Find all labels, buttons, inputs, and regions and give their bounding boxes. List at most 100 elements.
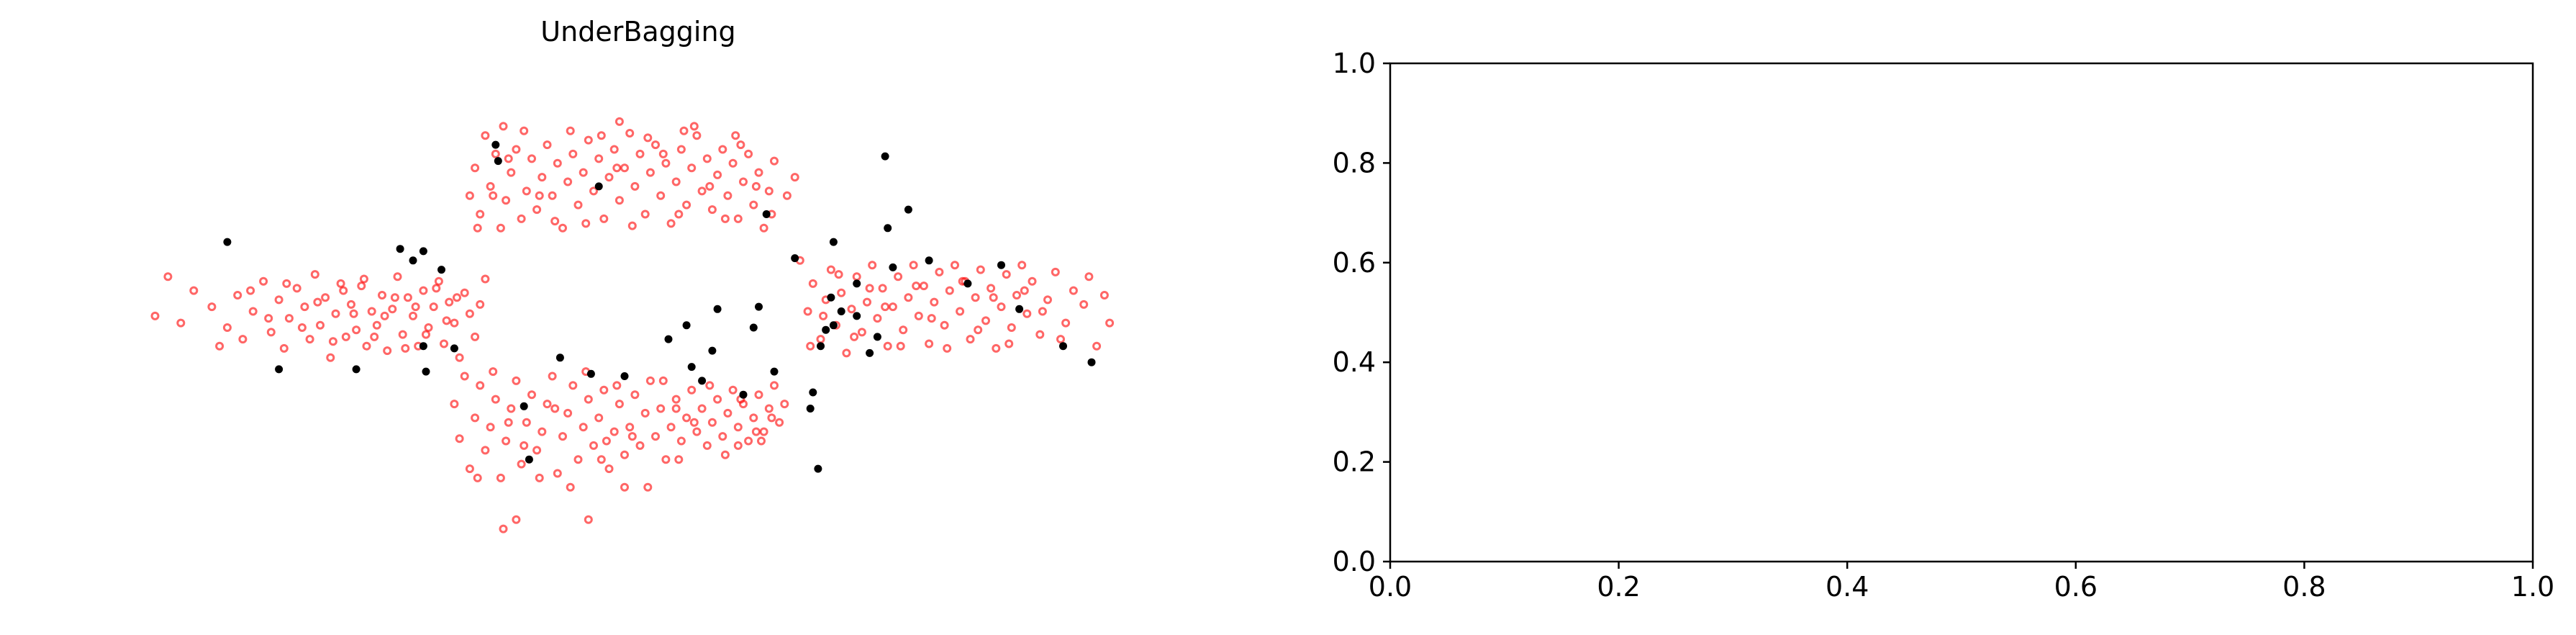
black-point xyxy=(708,346,717,355)
black-point xyxy=(925,256,933,265)
black-point xyxy=(698,377,707,385)
black-point xyxy=(594,182,603,191)
red-point xyxy=(674,455,684,464)
red-point xyxy=(550,217,560,226)
red-point xyxy=(707,205,717,215)
red-point xyxy=(878,284,887,293)
black-point xyxy=(437,266,445,274)
red-point xyxy=(1056,335,1065,344)
red-point xyxy=(850,332,859,341)
red-point xyxy=(491,149,500,158)
black-point xyxy=(1015,305,1024,313)
red-point xyxy=(863,297,871,307)
red-point xyxy=(584,395,593,404)
red-point xyxy=(573,200,583,210)
red-point xyxy=(658,376,668,385)
red-point xyxy=(635,441,645,450)
red-point xyxy=(233,291,242,300)
red-point xyxy=(630,390,640,400)
red-point xyxy=(266,328,276,337)
red-point xyxy=(989,293,998,302)
red-point xyxy=(465,309,474,318)
red-point xyxy=(326,353,335,362)
red-point xyxy=(656,404,666,413)
red-point xyxy=(507,404,516,413)
red-point xyxy=(550,404,560,413)
red-point xyxy=(453,293,461,302)
red-point xyxy=(176,318,186,328)
red-point xyxy=(532,205,542,215)
red-point xyxy=(305,335,314,344)
red-point xyxy=(751,427,761,436)
red-point xyxy=(790,173,799,182)
red-point xyxy=(522,418,531,427)
red-point xyxy=(222,323,232,332)
black-point xyxy=(713,305,722,313)
black-point xyxy=(822,325,830,334)
y-axis: 0.0 0.2 0.4 0.6 0.8 1.0 xyxy=(1333,48,1390,577)
red-point xyxy=(347,300,355,309)
red-point xyxy=(419,286,428,295)
red-point xyxy=(321,293,330,302)
red-point xyxy=(723,191,733,200)
red-point xyxy=(702,154,712,163)
black-point xyxy=(829,238,838,246)
red-point xyxy=(563,177,573,186)
red-point xyxy=(775,418,784,427)
red-point xyxy=(434,276,443,286)
red-point xyxy=(1092,341,1102,351)
y-tick-label: 0.6 xyxy=(1333,247,1376,279)
red-point xyxy=(894,272,903,282)
red-point xyxy=(620,163,629,173)
red-point xyxy=(974,325,983,335)
red-point xyxy=(720,214,730,223)
red-point xyxy=(997,302,1006,312)
red-point xyxy=(473,473,482,482)
red-point xyxy=(527,154,536,163)
y-tick-label: 0.2 xyxy=(1333,446,1376,478)
red-point xyxy=(697,404,707,413)
red-point xyxy=(744,149,753,158)
red-point xyxy=(512,145,521,154)
red-point xyxy=(728,158,738,168)
red-point xyxy=(826,265,835,274)
y-tick-label: 0.0 xyxy=(1333,546,1376,577)
red-point xyxy=(689,418,699,427)
red-point xyxy=(705,381,715,390)
red-point xyxy=(754,168,763,177)
red-point xyxy=(609,145,619,154)
red-point xyxy=(367,307,376,316)
red-point xyxy=(568,149,578,158)
red-point xyxy=(658,149,668,158)
red-point xyxy=(401,343,410,353)
x-tick-label: 0.0 xyxy=(1369,571,1412,603)
red-point xyxy=(1038,307,1047,316)
red-point xyxy=(956,307,965,316)
red-point xyxy=(640,408,650,418)
red-point xyxy=(599,385,609,395)
red-point xyxy=(981,316,990,325)
red-point xyxy=(489,191,498,200)
black-point xyxy=(491,140,500,149)
red-point xyxy=(1004,339,1014,348)
red-point xyxy=(914,311,923,320)
y-tick-label: 0.4 xyxy=(1333,346,1376,378)
red-point xyxy=(548,371,557,381)
red-point xyxy=(378,291,386,300)
black-point xyxy=(809,388,817,397)
red-point xyxy=(163,272,173,282)
red-point xyxy=(486,423,495,432)
red-point xyxy=(450,400,459,409)
red-point xyxy=(689,122,699,131)
red-point xyxy=(429,302,438,312)
red-point xyxy=(388,305,397,314)
red-point xyxy=(661,455,671,464)
red-point xyxy=(504,154,513,163)
red-point xyxy=(1012,291,1021,300)
red-point xyxy=(599,214,609,223)
red-point xyxy=(896,341,905,351)
y-tick-label: 0.8 xyxy=(1333,147,1376,179)
red-point xyxy=(1022,309,1032,318)
red-point xyxy=(927,314,936,323)
red-point xyxy=(512,376,521,385)
